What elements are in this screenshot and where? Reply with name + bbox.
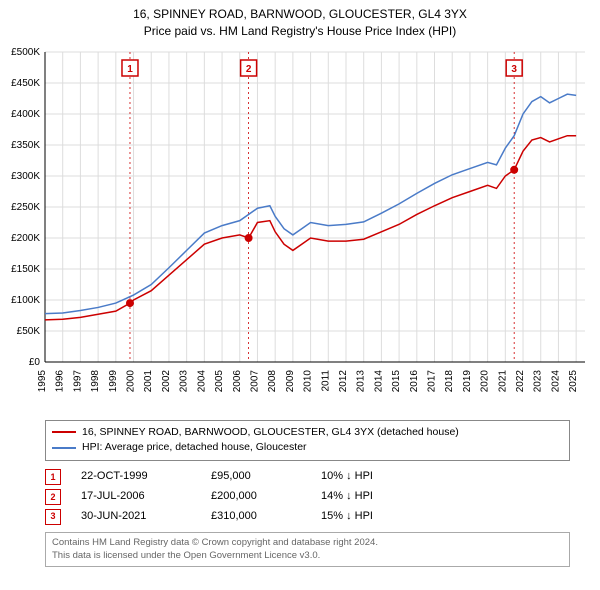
svg-text:2004: 2004 xyxy=(196,369,207,392)
sale-row: 1 22-OCT-1999 £95,000 10% ↓ HPI xyxy=(45,467,570,487)
svg-text:2020: 2020 xyxy=(480,369,491,392)
sale-date: 17-JUL-2006 xyxy=(81,487,191,507)
footer: Contains HM Land Registry data © Crown c… xyxy=(45,532,570,567)
svg-text:2013: 2013 xyxy=(356,369,367,392)
svg-text:£150K: £150K xyxy=(11,264,40,275)
plot-area: £0 £50K £100K £150K £200K £250K £300K £350K £400… xyxy=(0,42,600,412)
svg-text:2007: 2007 xyxy=(249,369,260,392)
title-line-1: 16, SPINNEY ROAD, BARNWOOD, GLOUCESTER, … xyxy=(0,6,600,23)
svg-text:£250K: £250K xyxy=(11,202,40,213)
svg-text:2: 2 xyxy=(246,64,252,75)
sale-dot-3 xyxy=(510,165,518,173)
svg-text:2002: 2002 xyxy=(161,369,172,392)
svg-text:2008: 2008 xyxy=(267,369,278,392)
svg-text:1995: 1995 xyxy=(37,369,48,392)
sale-diff: 10% ↓ HPI xyxy=(321,467,421,487)
svg-text:2024: 2024 xyxy=(550,369,561,392)
legend: 16, SPINNEY ROAD, BARNWOOD, GLOUCESTER, … xyxy=(45,420,570,462)
sale-badge: 3 xyxy=(45,509,61,525)
footer-line-2: This data is licensed under the Open Gov… xyxy=(52,550,563,562)
sale-date: 30-JUN-2021 xyxy=(81,507,191,527)
svg-text:£450K: £450K xyxy=(11,78,40,89)
svg-text:1: 1 xyxy=(127,64,133,75)
sale-row: 3 30-JUN-2021 £310,000 15% ↓ HPI xyxy=(45,507,570,527)
svg-text:3: 3 xyxy=(511,64,517,75)
svg-text:1997: 1997 xyxy=(72,369,83,392)
svg-text:2010: 2010 xyxy=(303,369,314,392)
legend-label: 16, SPINNEY ROAD, BARNWOOD, GLOUCESTER, … xyxy=(82,425,459,441)
svg-text:2009: 2009 xyxy=(285,369,296,392)
sale-price: £95,000 xyxy=(211,467,301,487)
svg-text:1999: 1999 xyxy=(108,369,119,392)
footer-line-1: Contains HM Land Registry data © Crown c… xyxy=(52,537,563,549)
svg-text:£500K: £500K xyxy=(11,47,40,58)
svg-text:£50K: £50K xyxy=(17,326,41,337)
svg-text:2022: 2022 xyxy=(515,369,526,392)
legend-label: HPI: Average price, detached house, Glou… xyxy=(82,440,307,456)
sale-price: £310,000 xyxy=(211,507,301,527)
svg-text:£200K: £200K xyxy=(11,233,40,244)
svg-text:2003: 2003 xyxy=(179,369,190,392)
svg-text:2014: 2014 xyxy=(373,369,384,392)
sale-badge: 1 xyxy=(45,469,61,485)
svg-text:£400K: £400K xyxy=(11,109,40,120)
svg-text:£0: £0 xyxy=(29,357,41,368)
svg-text:2021: 2021 xyxy=(497,369,508,392)
svg-text:£350K: £350K xyxy=(11,140,40,151)
plot-svg: £0 £50K £100K £150K £200K £250K £300K £350K £400… xyxy=(0,42,600,412)
svg-text:2017: 2017 xyxy=(427,369,438,392)
svg-text:2019: 2019 xyxy=(462,369,473,392)
sale-date: 22-OCT-1999 xyxy=(81,467,191,487)
sale-badge: 2 xyxy=(45,489,61,505)
svg-text:2000: 2000 xyxy=(126,369,137,392)
sale-row: 2 17-JUL-2006 £200,000 14% ↓ HPI xyxy=(45,487,570,507)
svg-text:1996: 1996 xyxy=(55,369,66,392)
title-block: 16, SPINNEY ROAD, BARNWOOD, GLOUCESTER, … xyxy=(0,0,600,42)
sales-table: 1 22-OCT-1999 £95,000 10% ↓ HPI 2 17-JUL-2006… xyxy=(45,467,570,526)
svg-text:1998: 1998 xyxy=(90,369,101,392)
svg-text:2001: 2001 xyxy=(143,369,154,392)
chart-container: 16, SPINNEY ROAD, BARNWOOD, GLOUCESTER, … xyxy=(0,0,600,567)
svg-text:2016: 2016 xyxy=(409,369,420,392)
svg-text:2006: 2006 xyxy=(232,369,243,392)
sale-diff: 14% ↓ HPI xyxy=(321,487,421,507)
svg-text:2018: 2018 xyxy=(444,369,455,392)
svg-text:2012: 2012 xyxy=(338,369,349,392)
svg-text:2011: 2011 xyxy=(320,369,331,391)
title-line-2: Price paid vs. HM Land Registry's House … xyxy=(0,23,600,40)
legend-item: 16, SPINNEY ROAD, BARNWOOD, GLOUCESTER, … xyxy=(52,425,563,441)
legend-swatch xyxy=(52,447,76,449)
sale-diff: 15% ↓ HPI xyxy=(321,507,421,527)
sale-dot-1 xyxy=(126,299,134,307)
sale-dot-2 xyxy=(245,234,253,242)
svg-text:2023: 2023 xyxy=(533,369,544,392)
svg-text:£100K: £100K xyxy=(11,295,40,306)
legend-swatch xyxy=(52,431,76,433)
svg-text:2025: 2025 xyxy=(568,369,579,392)
svg-text:£300K: £300K xyxy=(11,171,40,182)
sale-price: £200,000 xyxy=(211,487,301,507)
svg-text:2015: 2015 xyxy=(391,369,402,392)
legend-item: HPI: Average price, detached house, Glou… xyxy=(52,440,563,456)
svg-text:2005: 2005 xyxy=(214,369,225,392)
